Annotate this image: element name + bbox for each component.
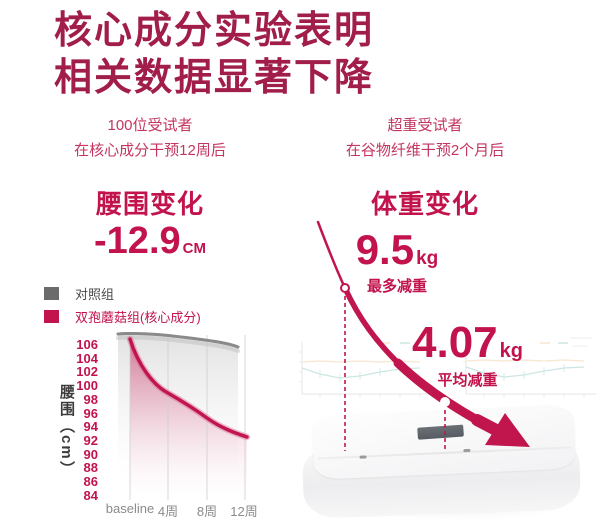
weighing-scale-illustration [293, 398, 600, 526]
x-tick-week8: 8周 [196, 504, 218, 519]
x-tick-week4: 4周 [157, 504, 179, 519]
waist-change-value: -12.9 [94, 220, 181, 262]
title-line-1: 核心成分实验表明 [54, 10, 375, 52]
waist-line-chart [116, 331, 251, 500]
waist-change-unit: CM [182, 240, 206, 257]
waist-change-stat: -12.9 CM [60, 220, 240, 263]
legend-label-control: 对照组 [75, 286, 115, 302]
y-tick: 104 [76, 350, 98, 366]
legend-item-mushroom: 双孢蘑菇组(核心成分) [44, 308, 201, 325]
control-line [116, 331, 240, 349]
faint-research-chart-right [463, 337, 596, 397]
x-tick-week12: 12周 [230, 504, 258, 519]
y-axis-ticks: 106 104 102 100 98 96 94 92 90 88 86 84 [66, 338, 98, 502]
max-loss-value: 9.5 [355, 226, 415, 273]
weight-drop-arrow [316, 220, 530, 451]
y-tick: 92 [83, 433, 98, 449]
max-loss-label: 最多减重 [366, 278, 427, 295]
y-tick: 100 [76, 378, 98, 394]
x-tick-baseline: baseline [105, 501, 155, 516]
avg-loss-value: 4.07 [412, 318, 498, 367]
left-subtitle-line1: 100位受试者 [107, 117, 193, 134]
y-tick: 94 [83, 419, 98, 435]
y-axis-label: 腰围（cm） [58, 384, 75, 478]
legend-item-control: 对照组 [44, 285, 201, 302]
curve-marker-max [340, 283, 350, 293]
mushroom-area-fill [130, 339, 247, 500]
page-title: 核心成分实验表明 相关数据显著下降 [54, 8, 374, 102]
avg-loss-label: 平均减重 [437, 372, 498, 389]
y-tick: 102 [76, 364, 98, 380]
y-tick: 86 [83, 474, 98, 490]
y-tick: 88 [83, 460, 98, 476]
y-tick: 106 [76, 337, 98, 352]
control-line-shadow [116, 335, 240, 353]
mushroom-line [128, 337, 249, 439]
curve-marker-avg [440, 397, 450, 407]
max-loss-stat: 9.5 kg 最多减重 [342, 226, 452, 296]
legend-label-mushroom: 双孢蘑菇组(核心成分) [75, 309, 201, 325]
right-subtitle-line1: 超重受试者 [387, 117, 463, 134]
chart-legend: 对照组 双孢蘑菇组(核心成分) [44, 285, 201, 331]
left-subtitle-line2: 在核心成分干预12周后 [74, 142, 226, 159]
legend-swatch-control-icon [44, 286, 59, 300]
y-tick: 84 [83, 487, 98, 503]
right-subtitle-line2: 在谷物纤维干预2个月后 [345, 142, 505, 159]
y-tick: 96 [83, 405, 98, 421]
avg-loss-unit: kg [499, 340, 523, 362]
max-loss-unit: kg [416, 248, 439, 269]
right-heading: 体重变化 [370, 189, 479, 219]
avg-loss-stat: 4.07 kg 平均减重 [395, 318, 540, 390]
y-tick: 98 [83, 391, 98, 407]
y-tick: 90 [83, 446, 98, 462]
legend-swatch-mushroom-icon [44, 309, 59, 323]
left-heading: 腰围变化 [95, 189, 204, 219]
arrowhead-icon [485, 413, 530, 447]
title-line-2: 相关数据显著下降 [54, 57, 375, 99]
